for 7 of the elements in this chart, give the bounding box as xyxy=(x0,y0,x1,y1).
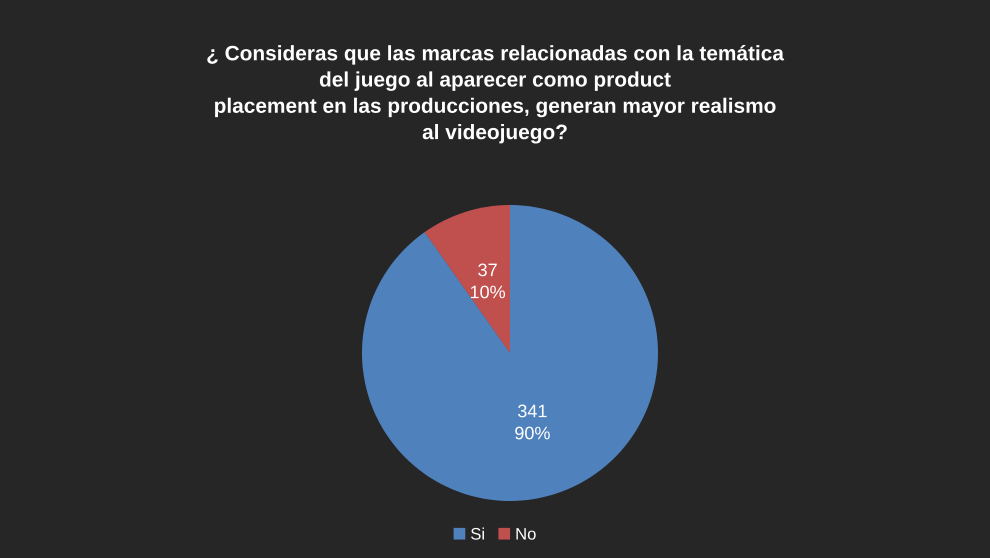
legend-label: Si xyxy=(471,527,484,540)
legend-label: No xyxy=(516,528,536,540)
chart-title: ¿ Consideras que las marcas relacionadas con la temática del juego al aparecer como product placement en las producciones, generan mayor realismo al videojuego? xyxy=(207,45,784,144)
data-label: 341 90% xyxy=(515,404,550,440)
pie-slice xyxy=(362,205,658,501)
data-label: 37 10% xyxy=(470,264,506,298)
pie-slice xyxy=(424,205,510,353)
